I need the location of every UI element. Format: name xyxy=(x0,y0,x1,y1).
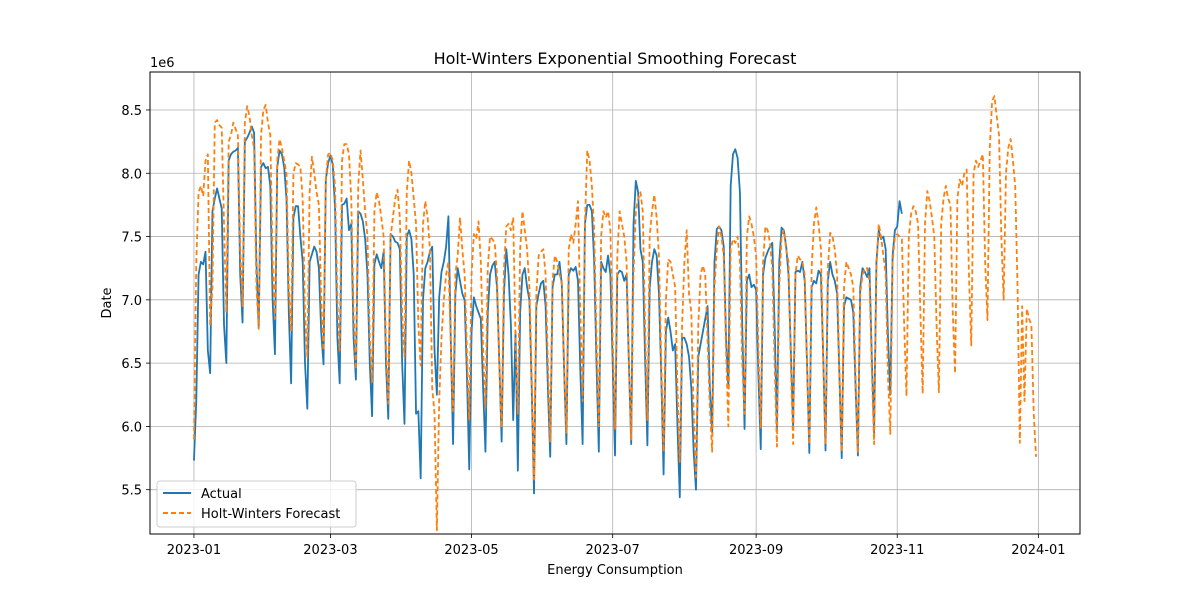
legend: Actual Holt-Winters Forecast xyxy=(156,480,357,528)
x-tick-label: 2023-01 xyxy=(167,543,221,558)
y-tick-label: 5.5 xyxy=(121,484,142,499)
y-tick-label: 6.0 xyxy=(121,420,142,435)
y-offset-label: 1e6 xyxy=(150,56,175,71)
x-axis: 2023-01 2023-03 2023-05 2023-07 2023-09 2023-… xyxy=(167,534,1066,558)
x-tick-label: 2023-03 xyxy=(303,543,357,558)
y-axis: 5.5 6.0 6.5 7.0 7.5 8.0 8.5 xyxy=(121,104,150,499)
y-tick-label: 6.5 xyxy=(121,357,142,372)
y-axis-label: Date xyxy=(100,287,115,318)
series-layer xyxy=(193,95,1037,532)
x-tick-label: 2023-11 xyxy=(870,543,924,558)
x-axis-label: Energy Consumption xyxy=(547,563,683,578)
x-tick-label: 2024-01 xyxy=(1011,543,1065,558)
forecast-line xyxy=(193,95,1037,532)
legend-label-actual: Actual xyxy=(201,487,242,502)
y-tick-label: 8.0 xyxy=(121,167,142,182)
x-tick-label: 2023-05 xyxy=(444,543,498,558)
y-tick-label: 7.5 xyxy=(121,231,142,246)
y-tick-label: 8.5 xyxy=(121,104,142,119)
legend-label-forecast: Holt-Winters Forecast xyxy=(201,507,340,522)
x-tick-label: 2023-09 xyxy=(729,543,783,558)
chart-title: Holt-Winters Exponential Smoothing Forec… xyxy=(434,49,797,68)
x-tick-label: 2023-07 xyxy=(586,543,640,558)
legend-box xyxy=(156,480,357,528)
y-tick-label: 7.0 xyxy=(121,294,142,309)
plot-frame xyxy=(149,71,1081,535)
